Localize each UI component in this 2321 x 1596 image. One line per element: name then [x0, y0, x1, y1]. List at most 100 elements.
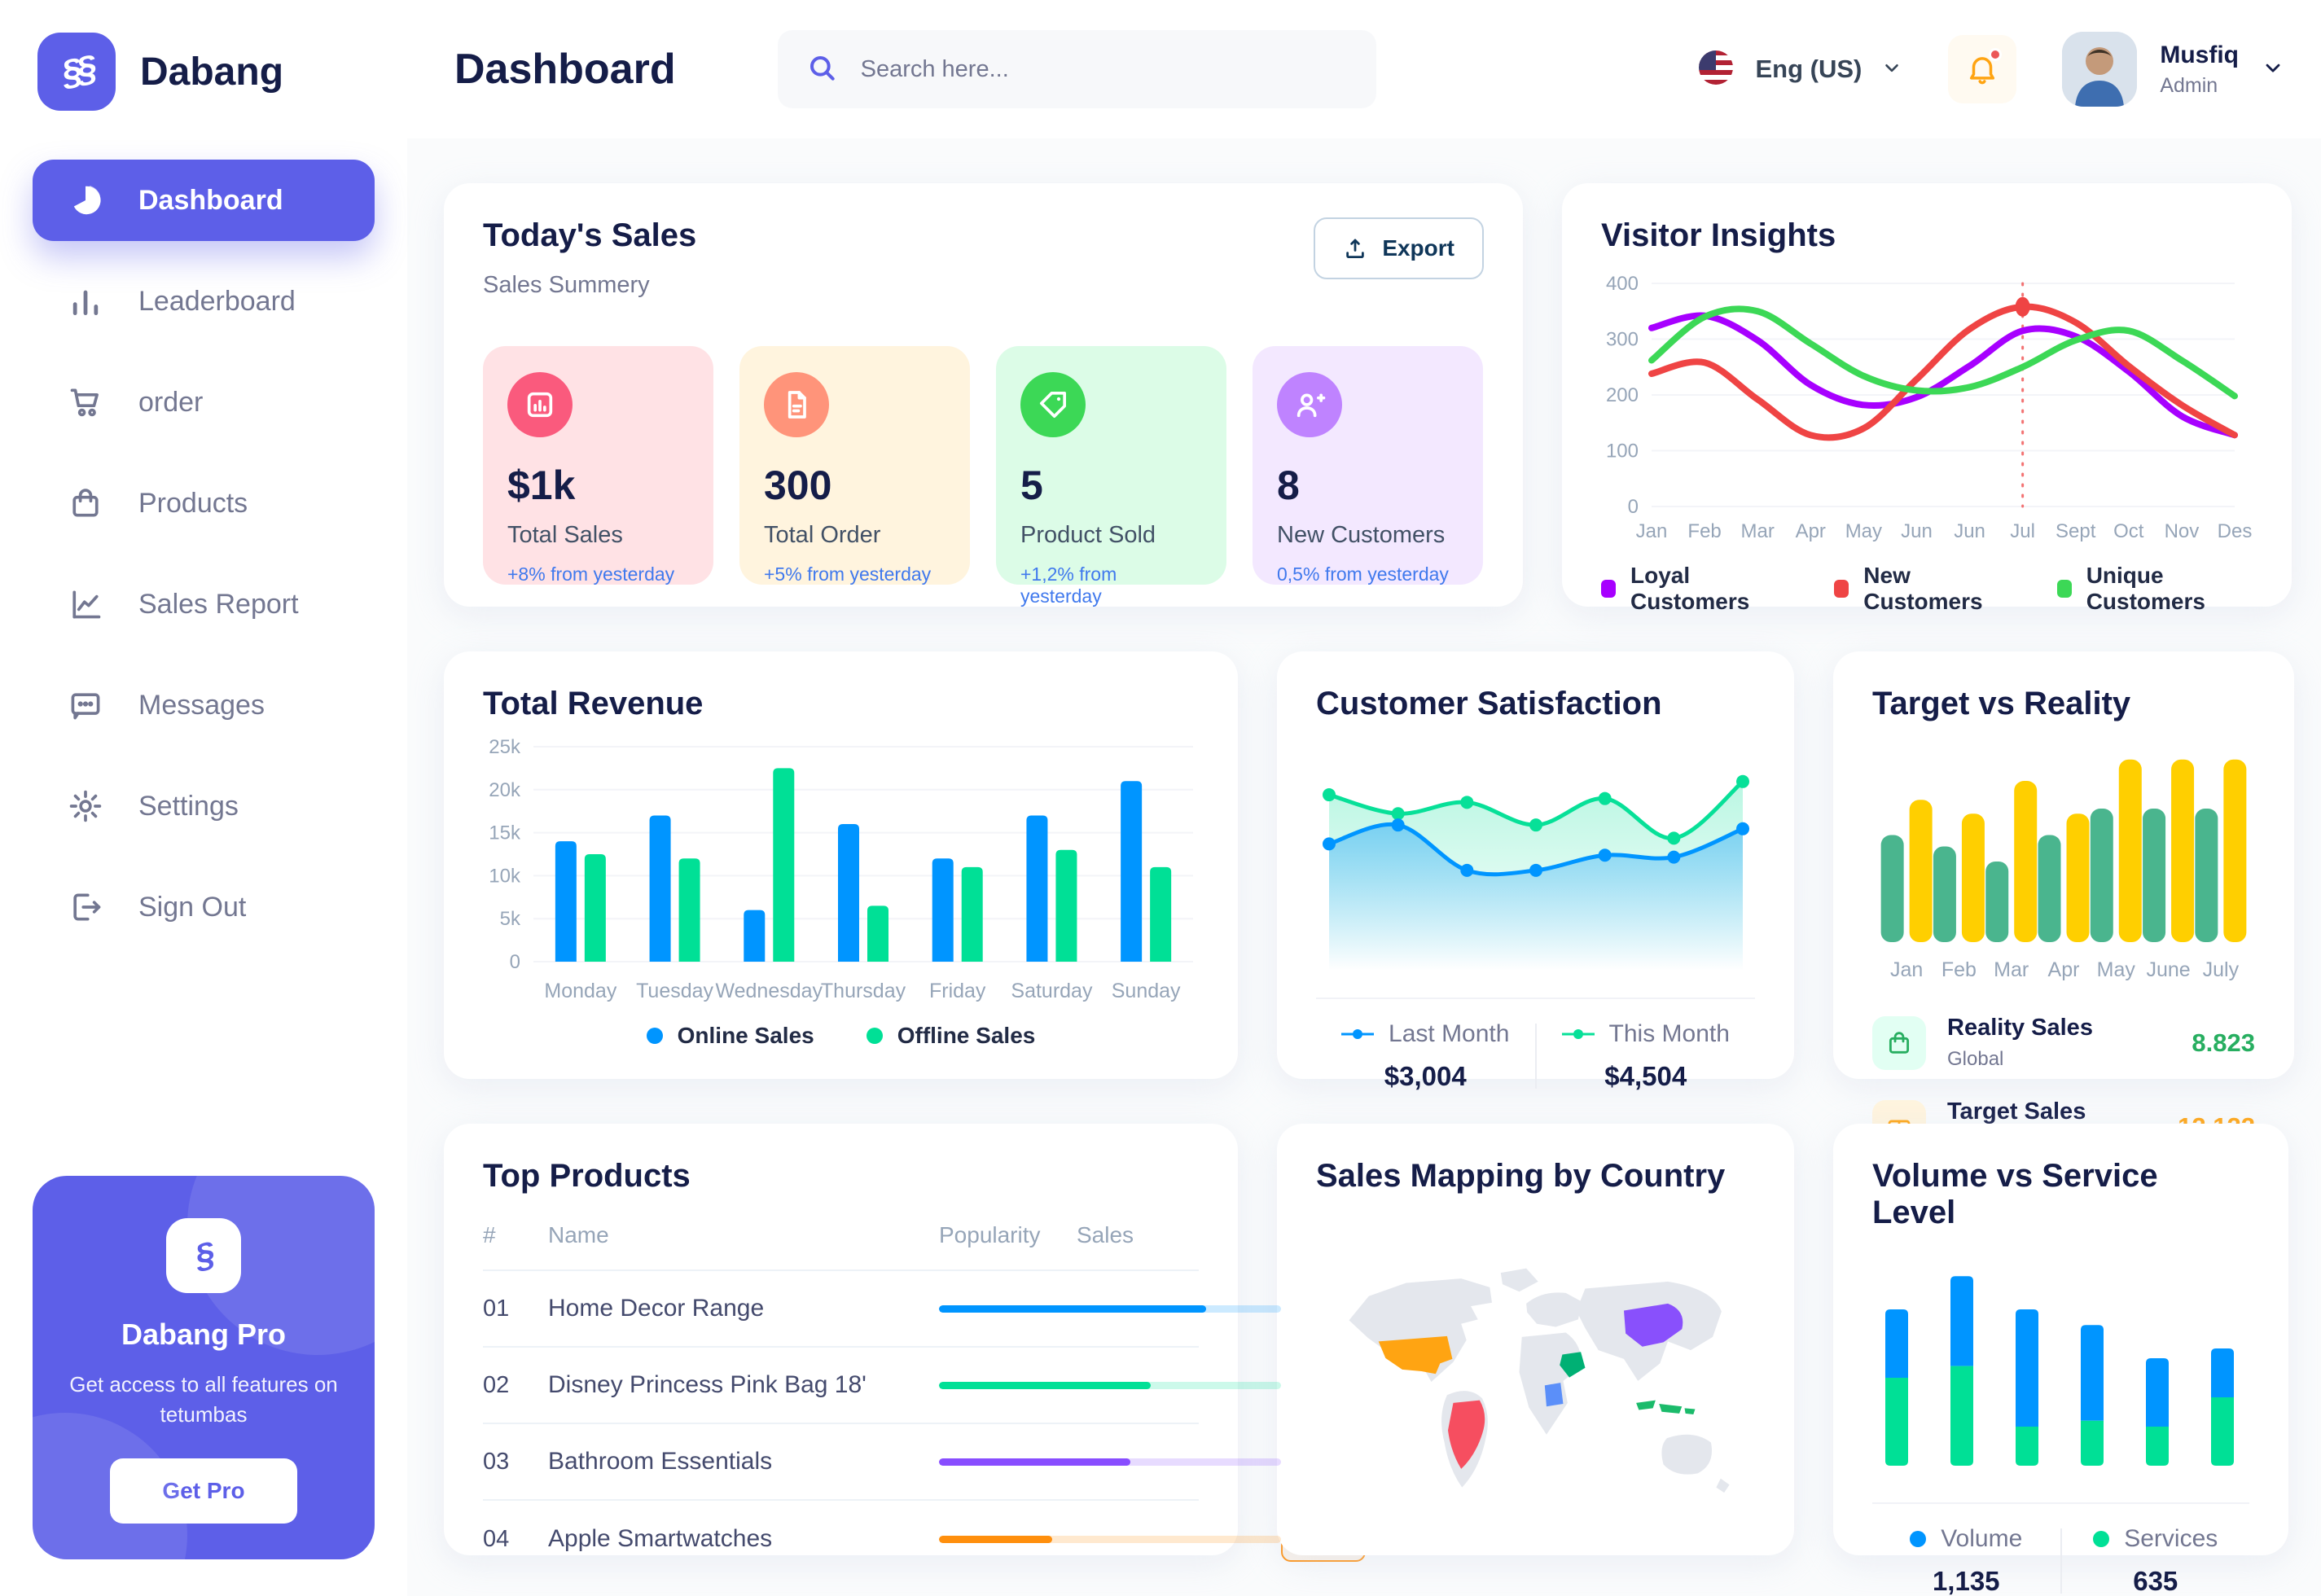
svg-text:July: July — [2203, 958, 2240, 981]
pro-card-title: Dabang Pro — [121, 1317, 287, 1351]
volume-service-chart — [1872, 1247, 2249, 1480]
sidebar-item-label: Sign Out — [138, 891, 247, 923]
svg-text:Jan: Jan — [1636, 520, 1668, 542]
sales-chart-icon — [507, 372, 573, 437]
search-bar[interactable] — [777, 30, 1376, 108]
stat-card-product-sold: 5 Product Sold +1,2% from yesterday — [996, 346, 1226, 607]
legend-services: Services 635 — [2062, 1525, 2250, 1596]
total-revenue-title: Total Revenue — [483, 686, 704, 721]
svg-text:May: May — [2097, 958, 2136, 981]
svg-text:Wednesday: Wednesday — [715, 980, 823, 1002]
table-row: 03 Bathroom Essentials 18% — [483, 1424, 1367, 1501]
today-sales-subtitle: Sales Summery — [483, 272, 650, 298]
svg-text:Apr: Apr — [2048, 958, 2080, 981]
sidebar-item-products[interactable]: Products — [33, 463, 375, 544]
target-vs-reality-card: Target vs Reality Jan Feb Mar Apr May June Jul… — [1833, 651, 2294, 1154]
svg-text:Nov: Nov — [2165, 520, 2200, 542]
sidebar-item-messages[interactable]: Messages — [33, 664, 375, 746]
target-vs-reality-chart: Jan Feb Mar Apr May June July — [1872, 739, 2255, 987]
svg-text:Tuesday: Tuesday — [636, 980, 713, 1002]
search-input[interactable] — [858, 55, 1349, 84]
stat-value: 8 — [1277, 463, 1300, 508]
table-row: 04 Apple Smartwatches 25% — [483, 1501, 1367, 1577]
legend-volume: Volume 1,135 — [1872, 1525, 2060, 1596]
user-plus-icon — [1277, 372, 1342, 437]
language-selector[interactable]: Eng (US) — [1696, 48, 1902, 91]
stat-delta: +1,2% from yesterday — [1020, 563, 1117, 607]
language-label: Eng (US) — [1755, 55, 1863, 83]
svg-text:May: May — [1845, 520, 1882, 542]
table-row: 02 Disney Princess Pink Bag 18' 29% — [483, 1348, 1367, 1424]
topbar-right: Eng (US) Musfiq Admin — [1696, 32, 2284, 107]
svg-text:15k: 15k — [489, 822, 521, 844]
chevron-down-icon — [1881, 57, 1902, 82]
svg-text:100: 100 — [1606, 441, 1639, 463]
top-products-header: # Name Popularity Sales — [483, 1222, 1199, 1271]
customer-satisfaction-title: Customer Satisfaction — [1316, 686, 1662, 721]
popularity-bar — [939, 1535, 1281, 1543]
sidebar-item-sign-out[interactable]: Sign Out — [33, 866, 375, 948]
brand-name: Dabang — [140, 50, 284, 94]
sidebar-item-label: Sales Report — [138, 588, 299, 620]
search-icon — [805, 51, 838, 88]
order-file-icon — [764, 372, 829, 437]
stat-value: 300 — [764, 463, 832, 508]
customer-satisfaction-legend: Last Month $3,004 This Month $4,504 — [1316, 1020, 1755, 1092]
stat-label: Product Sold — [1020, 522, 1156, 548]
shopping-bag-icon — [67, 484, 104, 522]
visitor-insights-card: Visitor Insights 0 100 200 300 400 Jan Feb Mar A… — [1562, 183, 2292, 614]
get-pro-button[interactable]: Get Pro — [110, 1458, 297, 1524]
shopping-bag-icon — [1872, 1015, 1926, 1070]
profile-menu[interactable]: Musfiq Admin — [2062, 32, 2284, 107]
export-button[interactable]: Export — [1314, 217, 1484, 279]
pro-card-description: Get access to all features on tetumbas — [69, 1371, 338, 1427]
chevron-down-icon — [2262, 56, 2284, 83]
main-area: Dashboard Eng (US) — [407, 0, 2321, 1596]
tag-icon — [1020, 372, 1086, 437]
svg-text:5k: 5k — [500, 908, 521, 930]
stat-card-row: $1k Total Sales +8% from yesterday 300 T… — [483, 346, 1484, 607]
message-bubble-icon — [67, 686, 104, 724]
topbar: Dashboard Eng (US) — [407, 0, 2321, 138]
legend-item: Unique Customers — [2056, 563, 2253, 615]
visitor-insights-title: Visitor Insights — [1601, 217, 1836, 253]
sidebar-item-dashboard[interactable]: Dashboard — [33, 160, 375, 241]
total-revenue-chart: 0 5k 10k 15k 20k 25k Monday Tuesday Wednesday Thu… — [483, 736, 1199, 1011]
sidebar-item-settings[interactable]: Settings — [33, 765, 375, 847]
gear-icon — [67, 787, 104, 825]
legend-divider — [2060, 1528, 2062, 1594]
profile-text: Musfiq Admin — [2160, 42, 2239, 98]
visitor-insights-legend: Loyal Customers New Customers Unique Cus… — [1601, 563, 2253, 615]
stat-card-total-order: 300 Total Order +5% from yesterday — [739, 346, 970, 585]
total-revenue-card: Total Revenue 0 5k 10k 15k 20k 25k Monday Tuesd… — [444, 651, 1238, 1079]
stat-card-new-customers: 8 New Customers 0,5% from yesterday — [1253, 346, 1483, 585]
svg-text:Mar: Mar — [1994, 958, 2029, 981]
svg-text:Feb: Feb — [1941, 958, 1977, 981]
svg-text:400: 400 — [1606, 273, 1639, 295]
visitor-insights-chart: 0 100 200 300 400 Jan Feb Mar Apr May Jun Jun Jul Sep… — [1601, 270, 2253, 551]
line-chart-icon — [67, 585, 104, 623]
svg-text:300: 300 — [1606, 329, 1639, 351]
content: Today's Sales Sales Summery Export — [407, 138, 2321, 1596]
svg-text:Friday: Friday — [929, 980, 986, 1002]
sign-out-icon — [67, 888, 104, 926]
sales-mapping-title: Sales Mapping by Country — [1316, 1158, 1726, 1194]
sidebar-item-order[interactable]: order — [33, 362, 375, 443]
svg-text:10k: 10k — [489, 865, 521, 887]
sidebar-item-leaderboard[interactable]: Leaderboard — [33, 261, 375, 342]
notifications-button[interactable] — [1948, 35, 2017, 103]
svg-text:Thursday: Thursday — [821, 980, 906, 1002]
top-products-card: Top Products # Name Popularity Sales 01 … — [444, 1124, 1367, 1562]
table-row: 01 Home Decor Range 45% — [483, 1271, 1367, 1348]
avatar — [2062, 32, 2138, 107]
svg-text:Feb: Feb — [1687, 520, 1721, 542]
stat-card-total-sales: $1k Total Sales +8% from yesterday — [483, 346, 713, 585]
legend-last-month: Last Month $3,004 — [1316, 1020, 1535, 1092]
volume-service-legend: Volume 1,135 Services 635 — [1872, 1525, 2249, 1596]
target-vs-reality-title: Target vs Reality — [1872, 686, 2131, 721]
stat-label: New Customers — [1277, 522, 1446, 548]
today-sales-card: Today's Sales Sales Summery Export — [444, 183, 1523, 607]
volume-service-title: Volume vs Service Level — [1872, 1158, 2158, 1230]
sidebar-item-sales-report[interactable]: Sales Report — [33, 563, 375, 645]
bar-chart-icon — [67, 283, 104, 320]
